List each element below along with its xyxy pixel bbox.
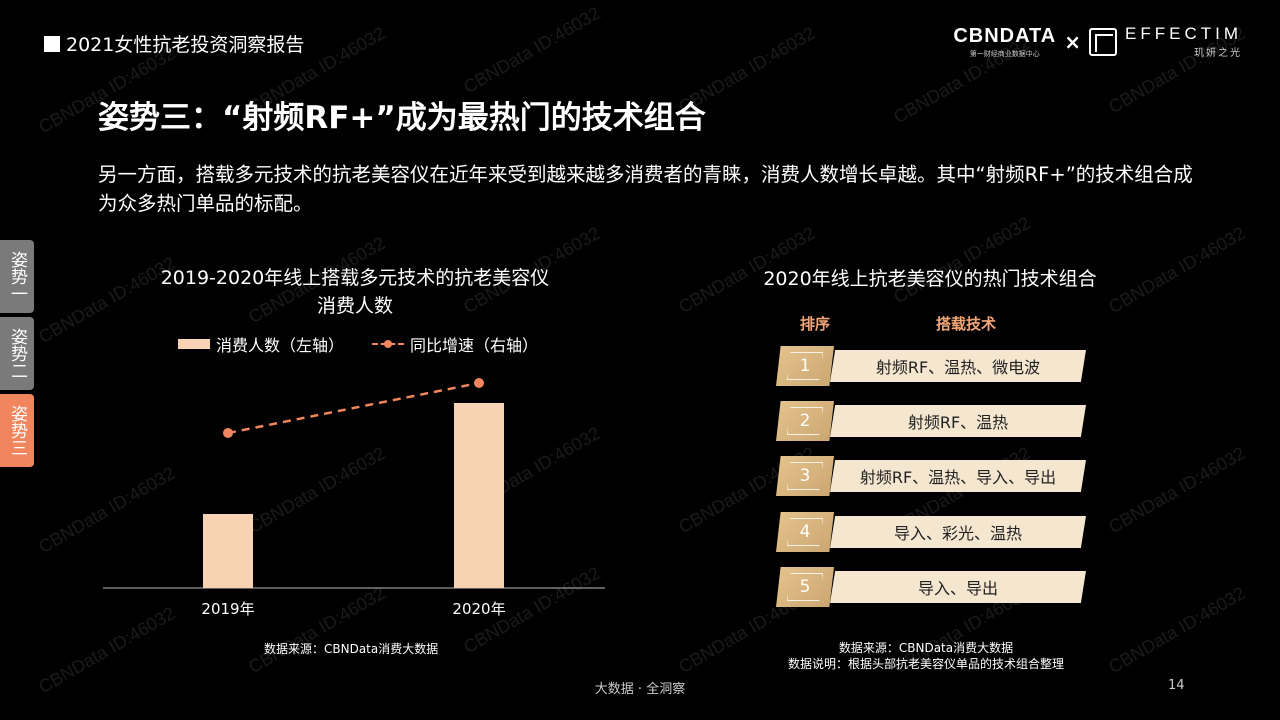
cbndata-logo-sub: 第一财经商业数据中心	[969, 49, 1040, 58]
legend-line-swatch	[372, 339, 405, 349]
rank-number: 2	[787, 407, 823, 435]
watermark-text: CBNData ID:46032	[1105, 442, 1249, 538]
rank-row: 导入、导出 5	[776, 567, 1086, 607]
right-source-line1: 数据来源：CBNData消费大数据	[838, 641, 1014, 655]
growth-point	[474, 378, 484, 388]
left-chart-title-line1: 2019-2020年线上搭载多元技术的抗老美容仪	[160, 267, 550, 289]
legend-bar-label: 消费人数（左轴）	[216, 336, 345, 355]
effectim-logo: EFFECTIM 玑妍之光	[1125, 24, 1242, 59]
rank-badge: 4	[776, 512, 834, 552]
right-chart-title: 2020年线上抗老美容仪的热门技术组合	[763, 268, 1097, 290]
report-title: 2021女性抗老投资洞察报告	[66, 34, 305, 56]
report-header: 2021女性抗老投资洞察报告	[44, 30, 304, 57]
tech-header: 搭载技术	[936, 315, 997, 333]
left-chart-source: 数据来源：CBNData消费大数据	[264, 642, 439, 656]
page-title: 姿势三：“射频RF+”成为最热门的技术组合	[98, 100, 706, 136]
side-tab-2[interactable]: 姿势二	[0, 317, 34, 390]
side-tab-3[interactable]: 姿势三	[0, 394, 34, 467]
rank-badge: 5	[776, 567, 834, 607]
watermark-text: CBNData ID:46032	[1105, 222, 1249, 318]
rank-badge: 2	[776, 401, 834, 441]
right-source-line2: 数据说明：根据头部抗老美容仪单品的技术组合整理	[787, 657, 1064, 671]
legend-line-label: 同比增速（右轴）	[410, 336, 539, 355]
bar	[454, 403, 504, 588]
rank-tech-label: 射频RF、温热、微电波	[830, 350, 1086, 382]
page-number: 14	[1168, 678, 1185, 693]
bar	[203, 514, 253, 588]
rank-row: 导入、彩光、温热 4	[776, 512, 1086, 552]
footer-center: 大数据 · 全洞察	[594, 682, 686, 697]
legend-item-line: 同比增速（右轴）	[372, 332, 538, 356]
x-tick-label: 2019年	[201, 600, 254, 618]
rank-tech-label: 射频RF、温热	[830, 405, 1086, 437]
legend-bar-swatch	[178, 339, 210, 349]
effectim-mark-icon	[1089, 27, 1117, 56]
rank-row: 射频RF、温热 2	[776, 401, 1086, 441]
rank-tech-label: 导入、导出	[830, 571, 1086, 603]
cbndata-logo: CBNDATA 第一财经商业数据中心	[953, 25, 1056, 59]
side-tab-1[interactable]: 姿势一	[0, 240, 34, 313]
rank-number: 4	[787, 518, 823, 546]
logo-group: CBNDATA 第一财经商业数据中心 × EFFECTIM 玑妍之光	[953, 24, 1242, 59]
rank-badge: 1	[776, 346, 834, 386]
side-tabs: 姿势一 姿势二 姿势三	[0, 240, 36, 471]
rank-badge: 3	[776, 456, 834, 496]
rank-number: 1	[787, 352, 823, 380]
chart-legend: 消费人数（左轴） 同比增速（右轴）	[178, 332, 538, 356]
rank-row: 射频RF、温热、微电波 1	[776, 346, 1086, 386]
rank-tech-label: 导入、彩光、温热	[830, 516, 1086, 548]
effectim-logo-sub: 玑妍之光	[1194, 48, 1242, 59]
x-tick-label: 2020年	[452, 600, 505, 618]
effectim-logo-text: EFFECTIM	[1125, 24, 1242, 43]
rank-number: 3	[787, 462, 823, 490]
watermark-text: CBNData ID:46032	[460, 2, 604, 98]
right-chart-source: 数据来源：CBNData消费大数据 数据说明：根据头部抗老美容仪单品的技术组合整…	[700, 640, 1152, 672]
rank-number: 5	[787, 573, 823, 601]
rank-row: 射频RF、温热、导入、导出 3	[776, 456, 1086, 496]
growth-point	[223, 428, 233, 438]
intro-paragraph: 另一方面，搭载多元技术的抗老美容仪在近年来受到越来越多消费者的青睐，消费人数增长…	[98, 163, 1193, 215]
cbndata-logo-text: CBNDATA	[953, 24, 1057, 47]
header-square-icon	[44, 35, 60, 52]
left-chart-title: 2019-2020年线上搭载多元技术的抗老美容仪 消费人数	[140, 264, 570, 320]
growth-line	[227, 381, 480, 435]
rank-header: 排序	[800, 315, 831, 333]
logo-cross: ×	[1064, 29, 1081, 54]
watermark-text: CBNData ID:46032	[890, 212, 1034, 308]
legend-item-bar: 消费人数（左轴）	[178, 332, 344, 356]
combo-chart: 2019年 2020年	[103, 378, 605, 618]
rank-tech-label: 射频RF、温热、导入、导出	[830, 460, 1086, 492]
left-chart-title-line2: 消费人数	[316, 295, 393, 317]
